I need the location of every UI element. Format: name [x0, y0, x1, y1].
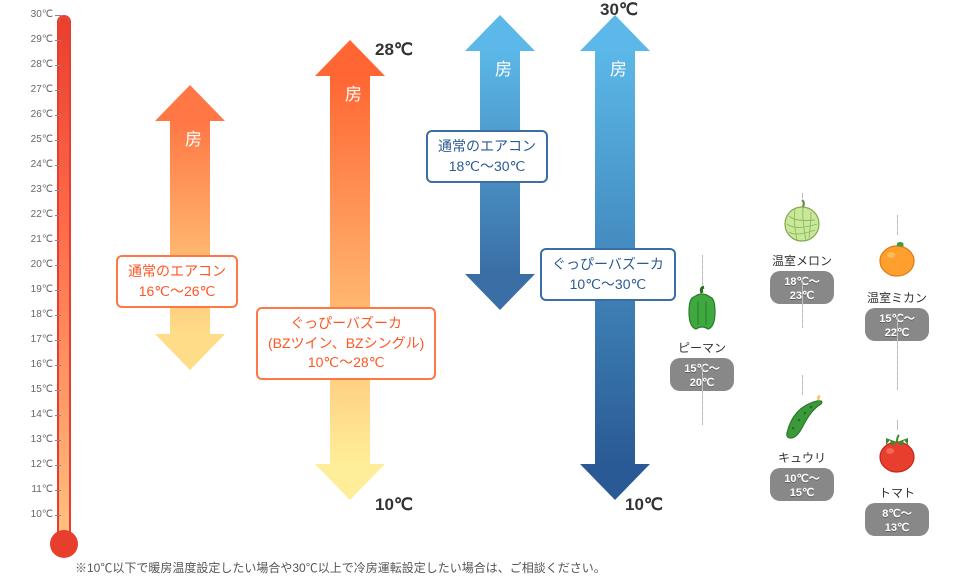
pepper-icon	[670, 285, 734, 336]
temp-label-top: 28℃	[375, 40, 413, 60]
veg-line-down	[897, 315, 898, 390]
arrow-head-down	[465, 274, 535, 310]
vegetable-mikan: 温室ミカン15℃～22℃	[865, 235, 929, 341]
temp-label-bot: 10℃	[375, 495, 413, 515]
arrow-head-down	[155, 334, 225, 370]
thermometer-tick: 14℃	[23, 409, 53, 420]
arrow-head-up	[580, 15, 650, 51]
veg-range: 8℃～13℃	[865, 503, 929, 536]
thermometer-tick: 15℃	[23, 384, 53, 395]
info-line: ぐっぴーバズーカ	[552, 255, 664, 275]
tomato-icon	[865, 430, 929, 481]
info-box-cool-normal: 通常のエアコン18℃～30℃	[426, 130, 548, 183]
info-box-heat-bazooka: ぐっぴーバズーカ(BZツイン、BZシングル)10℃～28℃	[256, 307, 436, 380]
veg-name: 温室ミカン	[865, 289, 929, 306]
thermometer-tick: 12℃	[23, 459, 53, 470]
vegetable-melon: 温室メロン18℃～23℃	[770, 198, 834, 304]
veg-line-up	[897, 215, 898, 235]
veg-line-up	[897, 420, 898, 430]
info-line: 16℃～26℃	[128, 282, 226, 302]
arrow-mode-label: 暖房	[339, 85, 389, 110]
thermometer-tick: 10℃	[23, 509, 53, 520]
thermometer-tick: 18℃	[23, 309, 53, 320]
temp-label-bot: 10℃	[625, 495, 663, 515]
info-line: (BZツイン、BZシングル)	[268, 334, 424, 354]
veg-name: ピーマン	[670, 339, 734, 356]
thermometer-tick: 19℃	[23, 284, 53, 295]
veg-line-down	[802, 278, 803, 328]
thermometer: 30℃ 29℃ 28℃ 27℃ 26℃ 25℃ 24℃ 23℃ 22℃ 21℃ 20℃ 19℃ 18℃ 1…	[15, 10, 75, 570]
veg-line-up	[802, 193, 803, 198]
arrow-mode-label: 冷房	[489, 60, 539, 85]
thermometer-tick: 25℃	[23, 134, 53, 145]
info-line: 通常のエアコン	[128, 262, 226, 282]
thermometer-tick: 29℃	[23, 34, 53, 45]
arrow-mode-label: 冷房	[604, 60, 654, 85]
info-line: 18℃～30℃	[438, 157, 536, 177]
thermometer-tick: 17℃	[23, 334, 53, 345]
vegetable-pepper: ピーマン15℃～20℃	[670, 285, 734, 391]
veg-line-up	[802, 375, 803, 395]
vegetable-cucumber: キュウリ 10℃～15℃	[770, 395, 834, 501]
arrow-head-up	[155, 85, 225, 121]
cucumber-icon	[770, 395, 834, 446]
info-box-cool-bazooka: ぐっぴーバズーカ10℃～30℃	[540, 248, 676, 301]
info-line: 10℃～30℃	[552, 275, 664, 295]
thermometer-tick: 26℃	[23, 109, 53, 120]
arrow-body	[330, 75, 370, 465]
arrow-mode-label: 暖房	[179, 130, 229, 155]
info-line: 10℃～28℃	[268, 353, 424, 373]
thermometer-fill	[59, 17, 69, 533]
footnote: ※10℃以下で暖房温度設定したい場合や30℃以上で冷房運転設定したい場合は、ご相…	[75, 559, 606, 576]
vegetable-tomato: トマト 8℃～13℃	[865, 430, 929, 536]
arrow-head-up	[465, 15, 535, 51]
thermometer-tick: 11℃	[23, 484, 53, 495]
veg-line-up	[702, 255, 703, 285]
thermometer-bulb	[50, 530, 78, 558]
veg-name: 温室メロン	[770, 252, 834, 269]
mikan-icon	[865, 235, 929, 286]
thermometer-tick: 20℃	[23, 259, 53, 270]
thermometer-tick: 16℃	[23, 359, 53, 370]
thermometer-tick: 24℃	[23, 159, 53, 170]
thermometer-tick: 22℃	[23, 209, 53, 220]
thermometer-tick: 28℃	[23, 59, 53, 70]
melon-icon	[770, 198, 834, 249]
thermometer-tick: 21℃	[23, 234, 53, 245]
veg-line-down	[702, 365, 703, 425]
veg-name: トマト	[865, 484, 929, 501]
thermometer-tick: 13℃	[23, 434, 53, 445]
temp-label-top: 30℃	[600, 0, 638, 20]
info-line: ぐっぴーバズーカ	[268, 314, 424, 334]
thermometer-tick: 30℃	[23, 9, 53, 20]
thermometer-tick: 27℃	[23, 84, 53, 95]
veg-range: 10℃～15℃	[770, 468, 834, 501]
veg-name: キュウリ	[770, 449, 834, 466]
info-line: 通常のエアコン	[438, 137, 536, 157]
info-box-heat-normal: 通常のエアコン16℃～26℃	[116, 255, 238, 308]
thermometer-tick: 23℃	[23, 184, 53, 195]
